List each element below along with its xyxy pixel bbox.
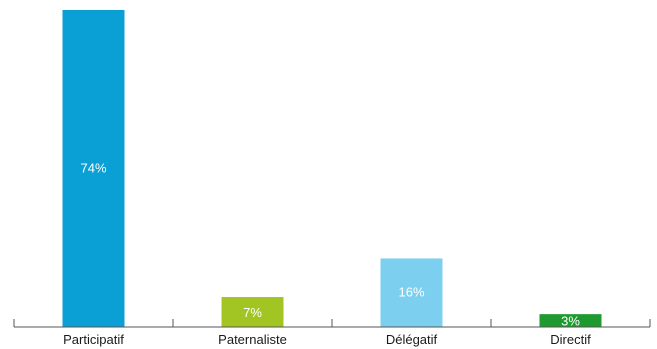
category-labels-group: Participatif Paternaliste Délégatif Directi… bbox=[63, 332, 591, 347]
category-label: Délégatif bbox=[386, 332, 438, 347]
bar-data-label: 74% bbox=[80, 161, 106, 176]
bar-data-label: 3% bbox=[561, 314, 580, 329]
bar-paternaliste bbox=[221, 297, 284, 327]
category-label: Paternaliste bbox=[218, 332, 287, 347]
bar-delegatif bbox=[380, 258, 443, 327]
bar-data-label: 16% bbox=[398, 285, 424, 300]
x-axis-ticks-group bbox=[13, 319, 651, 327]
category-label: Directif bbox=[550, 332, 591, 347]
bar-directif bbox=[539, 314, 602, 327]
category-label: Participatif bbox=[63, 332, 124, 347]
data-labels-group: 74% 7% 16% 3% bbox=[80, 161, 580, 329]
bar-data-label: 7% bbox=[243, 305, 262, 320]
bar-participatif bbox=[62, 10, 125, 327]
bars-group bbox=[62, 10, 602, 327]
